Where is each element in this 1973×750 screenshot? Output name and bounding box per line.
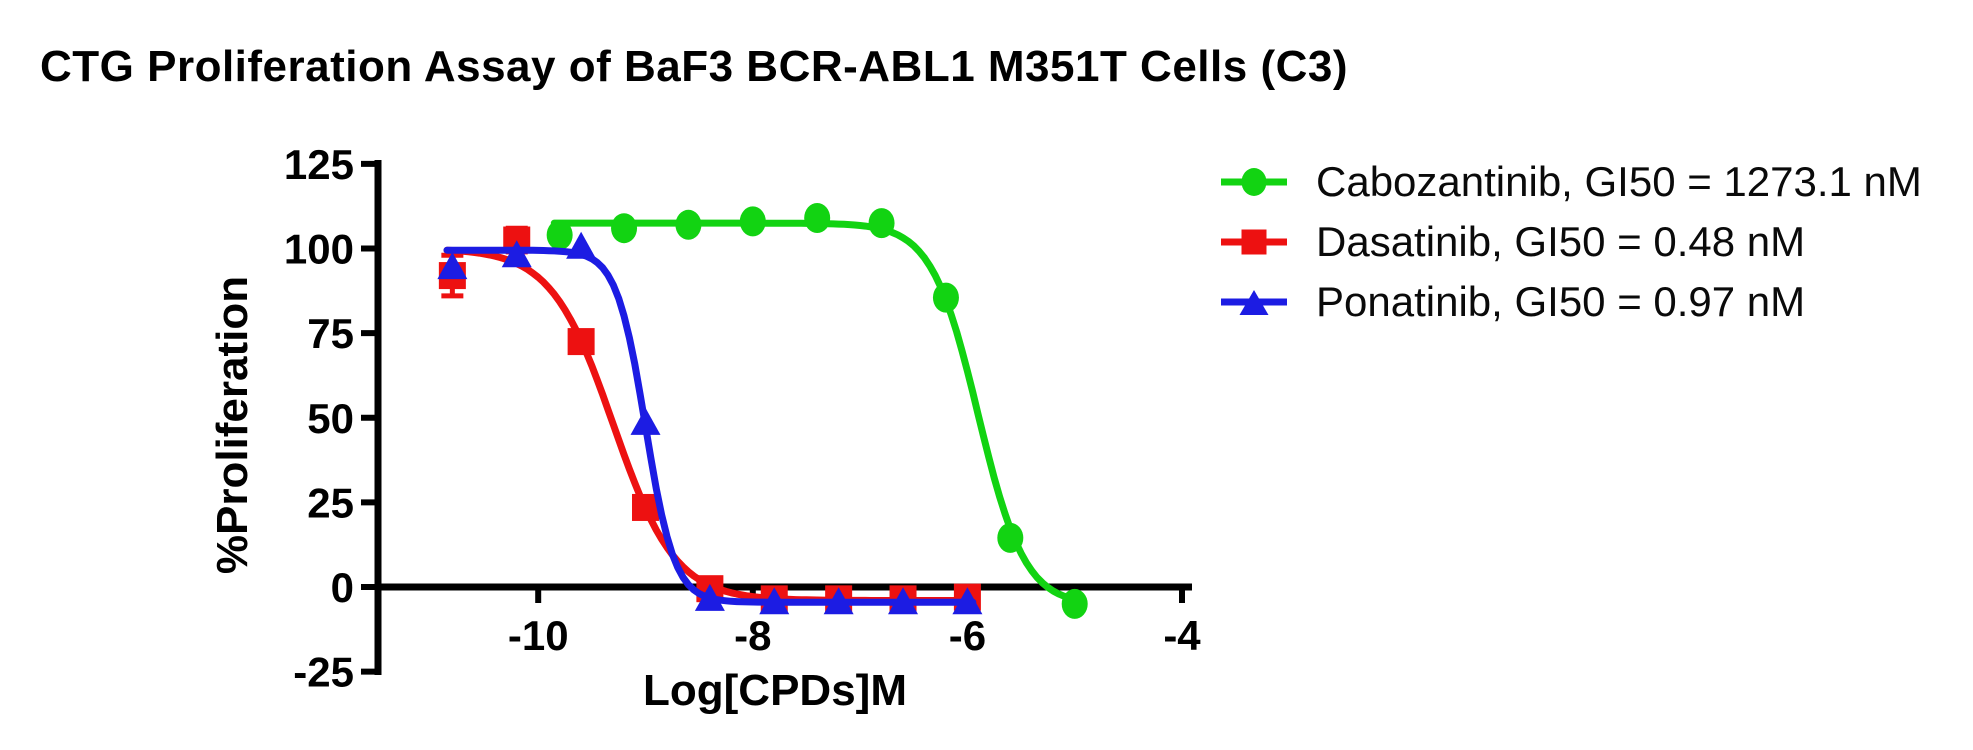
x-tick-neg8: -8	[734, 612, 771, 659]
dasatinib-square-icon	[1221, 229, 1287, 255]
cabozantinib-point	[804, 203, 831, 234]
cabozantinib-point	[932, 282, 959, 313]
x-tick-neg10: -10	[508, 612, 569, 659]
ponatinib-curve	[443, 246, 977, 606]
ponatinib-point	[694, 583, 725, 611]
y-tick-100: 100	[284, 226, 354, 273]
y-tick-125: 125	[284, 141, 354, 188]
legend-label-dasatinib: Dasatinib, GI50 = 0.48 nM	[1316, 218, 1806, 265]
ponatinib-point	[759, 587, 790, 615]
ponatinib-point	[952, 587, 983, 615]
dasatinib-point	[632, 493, 659, 521]
cabozantinib-circle-icon	[1221, 168, 1287, 196]
x-axis-title: Log[CPDs]M	[643, 666, 907, 715]
legend: Cabozantinib, GI50 = 1273.1 nM Dasatinib…	[1218, 152, 1922, 332]
series-ponatinib	[437, 231, 983, 615]
series-dasatinib	[438, 225, 981, 613]
y-tick-25: 25	[307, 479, 354, 526]
x-tick-neg4: -4	[1163, 612, 1201, 659]
dasatinib-curve	[443, 246, 977, 604]
x-tick-neg6: -6	[949, 612, 986, 659]
legend-label-ponatinib: Ponatinib, GI50 = 0.97 nM	[1316, 278, 1806, 325]
ponatinib-point	[630, 407, 661, 435]
cabozantinib-point	[675, 209, 702, 240]
dasatinib-point	[567, 328, 595, 356]
ponatinib-point	[566, 231, 597, 259]
cabozantinib-point	[997, 522, 1024, 553]
legend-item-cabozantinib: Cabozantinib, GI50 = 1273.1 nM	[1218, 152, 1922, 212]
legend-item-ponatinib: Ponatinib, GI50 = 0.97 nM	[1218, 272, 1922, 332]
ponatinib-point	[823, 587, 854, 615]
y-tick-neg25: -25	[293, 649, 354, 696]
y-axis-title: %Proliferation	[208, 276, 257, 574]
chart-title: CTG Proliferation Assay of BaF3 BCR-ABL1…	[40, 42, 1349, 91]
cabozantinib-point	[546, 219, 573, 250]
y-axis-ticks	[361, 160, 378, 675]
y-tick-75: 75	[307, 310, 354, 357]
cabozantinib-point	[739, 206, 766, 237]
x-axis-tick-labels: -10 -8 -6 -4	[508, 612, 1201, 659]
y-tick-0: 0	[331, 564, 354, 611]
ponatinib-point	[437, 252, 468, 280]
cabozantinib-point	[1061, 588, 1088, 619]
series-cabozantinib	[546, 203, 1088, 619]
cabozantinib-point	[868, 208, 895, 239]
ponatinib-point	[501, 240, 532, 268]
y-tick-50: 50	[307, 395, 354, 442]
legend-label-cabozantinib: Cabozantinib, GI50 = 1273.1 nM	[1316, 158, 1922, 205]
y-axis-tick-labels: 125 100 75 50 25 0 -25	[284, 141, 354, 696]
ponatinib-point	[888, 587, 919, 615]
ponatinib-triangle-icon	[1221, 290, 1287, 315]
legend-item-dasatinib: Dasatinib, GI50 = 0.48 nM	[1218, 212, 1922, 272]
series-layer	[437, 203, 1088, 619]
cabozantinib-point	[611, 213, 638, 244]
